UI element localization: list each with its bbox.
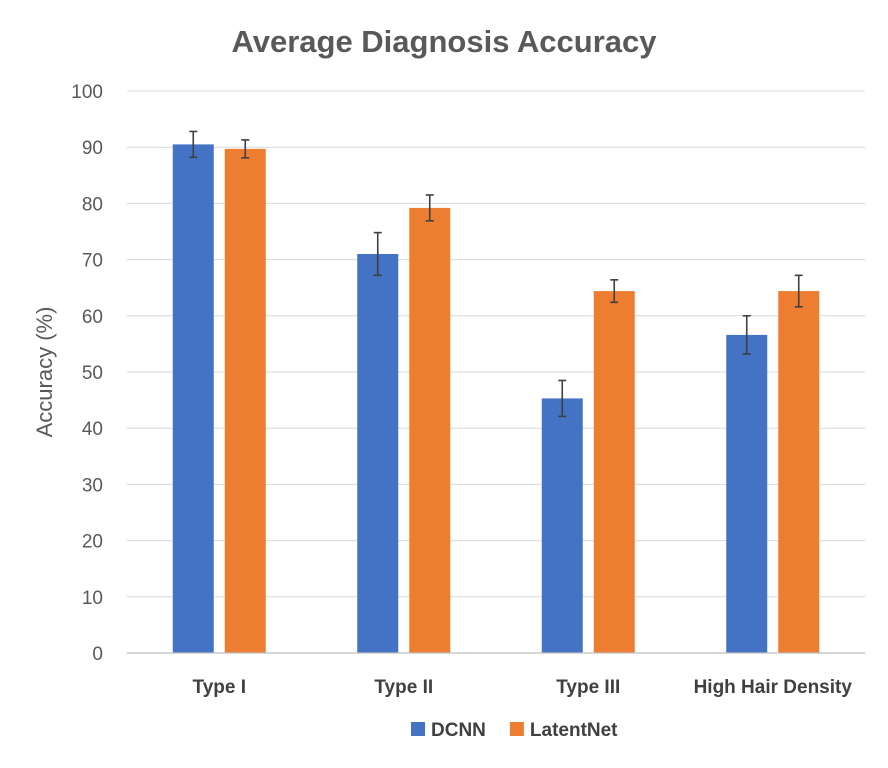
y-tick-label: 20	[82, 532, 103, 553]
x-tick-label: Type III	[556, 677, 620, 698]
legend-label: DCNN	[431, 720, 486, 741]
bar-dcnn-0	[172, 144, 214, 653]
bar-latentnet-0	[224, 148, 266, 654]
y-tick-label: 60	[82, 307, 103, 328]
legend-item-dcnn: DCNN	[411, 720, 486, 741]
chart-title: Average Diagnosis Accuracy	[231, 24, 657, 59]
y-tick-label: 0	[92, 644, 103, 665]
error-bar-dcnn-0	[189, 130, 198, 159]
legend-swatch	[411, 722, 425, 736]
bar-latentnet-3	[778, 291, 820, 653]
legend-swatch	[509, 722, 524, 736]
y-tick-label: 30	[82, 475, 103, 496]
y-axis-label: Accuracy (%)	[32, 307, 57, 438]
y-tick-label: 90	[82, 138, 103, 159]
y-tick-label: 40	[82, 419, 103, 440]
error-bar-latentnet-3	[794, 274, 803, 308]
y-tick-label: 50	[82, 363, 103, 384]
error-bars	[189, 130, 803, 418]
y-tick-label: 70	[82, 251, 103, 272]
y-axis-ticks: 0 10 20 30 40 50 60 70 80 90 100	[71, 82, 103, 665]
bar-dcnn-3	[726, 334, 768, 653]
error-bar-dcnn-1	[373, 231, 382, 277]
bar-dcnn-1	[357, 253, 399, 654]
bars	[172, 144, 820, 654]
error-bar-dcnn-2	[558, 379, 567, 418]
bar-latentnet-2	[593, 291, 635, 653]
error-bar-latentnet-1	[425, 194, 434, 222]
legend: DCNN LatentNet	[411, 720, 618, 741]
y-tick-label: 80	[82, 194, 103, 215]
x-tick-label: Type I	[193, 677, 247, 698]
legend-label: LatentNet	[530, 720, 618, 741]
y-tick-label: 10	[82, 588, 103, 609]
x-tick-label: Type II	[374, 677, 433, 698]
y-tick-label: 100	[71, 82, 103, 103]
x-axis-ticks: Type I Type II Type III High Hair Density	[193, 677, 853, 698]
bar-latentnet-1	[409, 207, 451, 653]
error-bar-latentnet-0	[241, 139, 250, 159]
bar-dcnn-2	[541, 398, 583, 653]
legend-item-latentnet: LatentNet	[509, 720, 618, 741]
error-bar-dcnn-3	[742, 314, 751, 355]
error-bar-latentnet-2	[610, 279, 619, 304]
x-tick-label: High Hair Density	[694, 677, 853, 698]
